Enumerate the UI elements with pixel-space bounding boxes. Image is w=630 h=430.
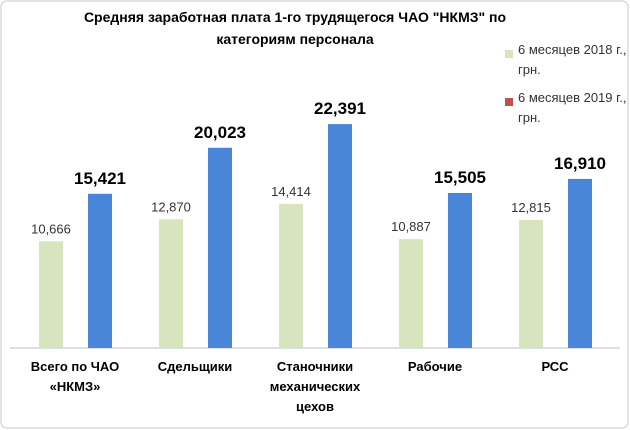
x-tick-label: РСС bbox=[541, 359, 569, 374]
bar bbox=[279, 203, 303, 348]
legend-label: 6 месяцев 2019 г., грн. bbox=[518, 90, 627, 125]
legend-marker bbox=[505, 98, 513, 106]
value-label: 20,023 bbox=[194, 123, 246, 142]
value-label: 10,887 bbox=[391, 219, 431, 234]
bar bbox=[519, 219, 543, 348]
bar bbox=[208, 147, 232, 348]
bar bbox=[448, 192, 472, 348]
x-tick-label: Сдельщики bbox=[157, 359, 233, 374]
value-label: 10,666 bbox=[31, 221, 71, 236]
chart-title: Средняя заработная плата 1-го трудящегос… bbox=[83, 9, 507, 47]
x-tick-label: Рабочие bbox=[407, 359, 463, 374]
bar bbox=[399, 239, 423, 348]
x-tick-label: Станочники механических цехов bbox=[269, 359, 361, 414]
bar bbox=[328, 124, 352, 348]
value-label: 14,414 bbox=[271, 184, 311, 199]
bar bbox=[88, 193, 112, 348]
bar bbox=[39, 241, 63, 348]
value-label: 15,421 bbox=[74, 169, 126, 188]
bar bbox=[159, 219, 183, 348]
x-tick-label: Всего по ЧАО «НКМЗ» bbox=[30, 359, 120, 394]
value-label: 12,815 bbox=[511, 200, 551, 215]
legend-marker bbox=[505, 50, 513, 58]
legend-label: 6 месяцев 2018 г., грн. bbox=[518, 42, 627, 77]
value-label: 12,870 bbox=[151, 199, 191, 214]
bar bbox=[568, 178, 592, 348]
value-label: 22,391 bbox=[314, 99, 366, 118]
value-label: 16,910 bbox=[554, 154, 606, 173]
value-label: 15,505 bbox=[434, 168, 486, 187]
